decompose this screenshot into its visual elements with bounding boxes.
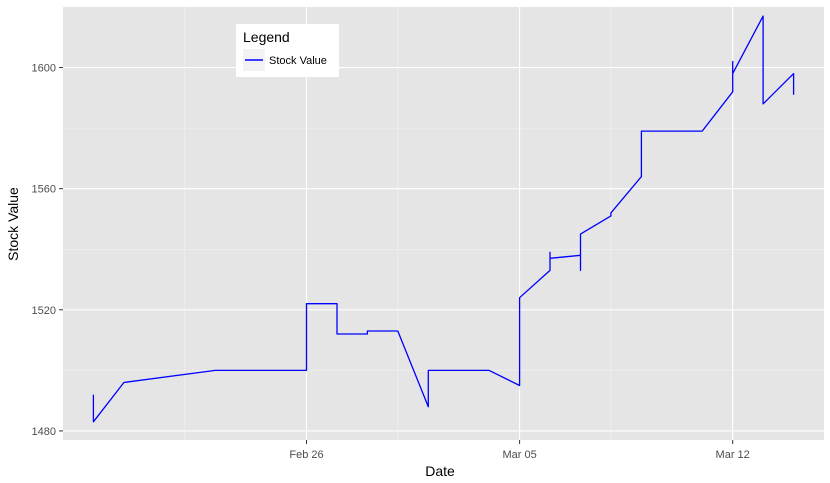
series-layer: [92, 15, 795, 423]
minor-gridlines: [63, 7, 824, 440]
legend-title: Legend: [243, 29, 290, 45]
x-tick-label: Mar 05: [502, 449, 536, 461]
x-tick-label: Feb 26: [289, 449, 323, 461]
y-tick-label: 1480: [32, 426, 56, 438]
y-tick-label: 1520: [32, 305, 56, 317]
y-axis-title: Stock Value: [5, 187, 21, 261]
legend: Legend Stock Value: [236, 24, 339, 77]
plot-panel: [63, 7, 824, 440]
x-tick-label: Mar 12: [716, 449, 750, 461]
series-line-stock-value: [92, 15, 795, 423]
y-axis-ticks: 1480 1520 1560 1600: [32, 63, 63, 438]
legend-label-stock-value: Stock Value: [269, 55, 327, 67]
x-axis-title: Date: [425, 463, 455, 479]
y-tick-label: 1600: [32, 63, 56, 75]
y-tick-label: 1560: [32, 184, 56, 196]
x-axis-ticks: Feb 26 Mar 05 Mar 12: [289, 440, 750, 461]
